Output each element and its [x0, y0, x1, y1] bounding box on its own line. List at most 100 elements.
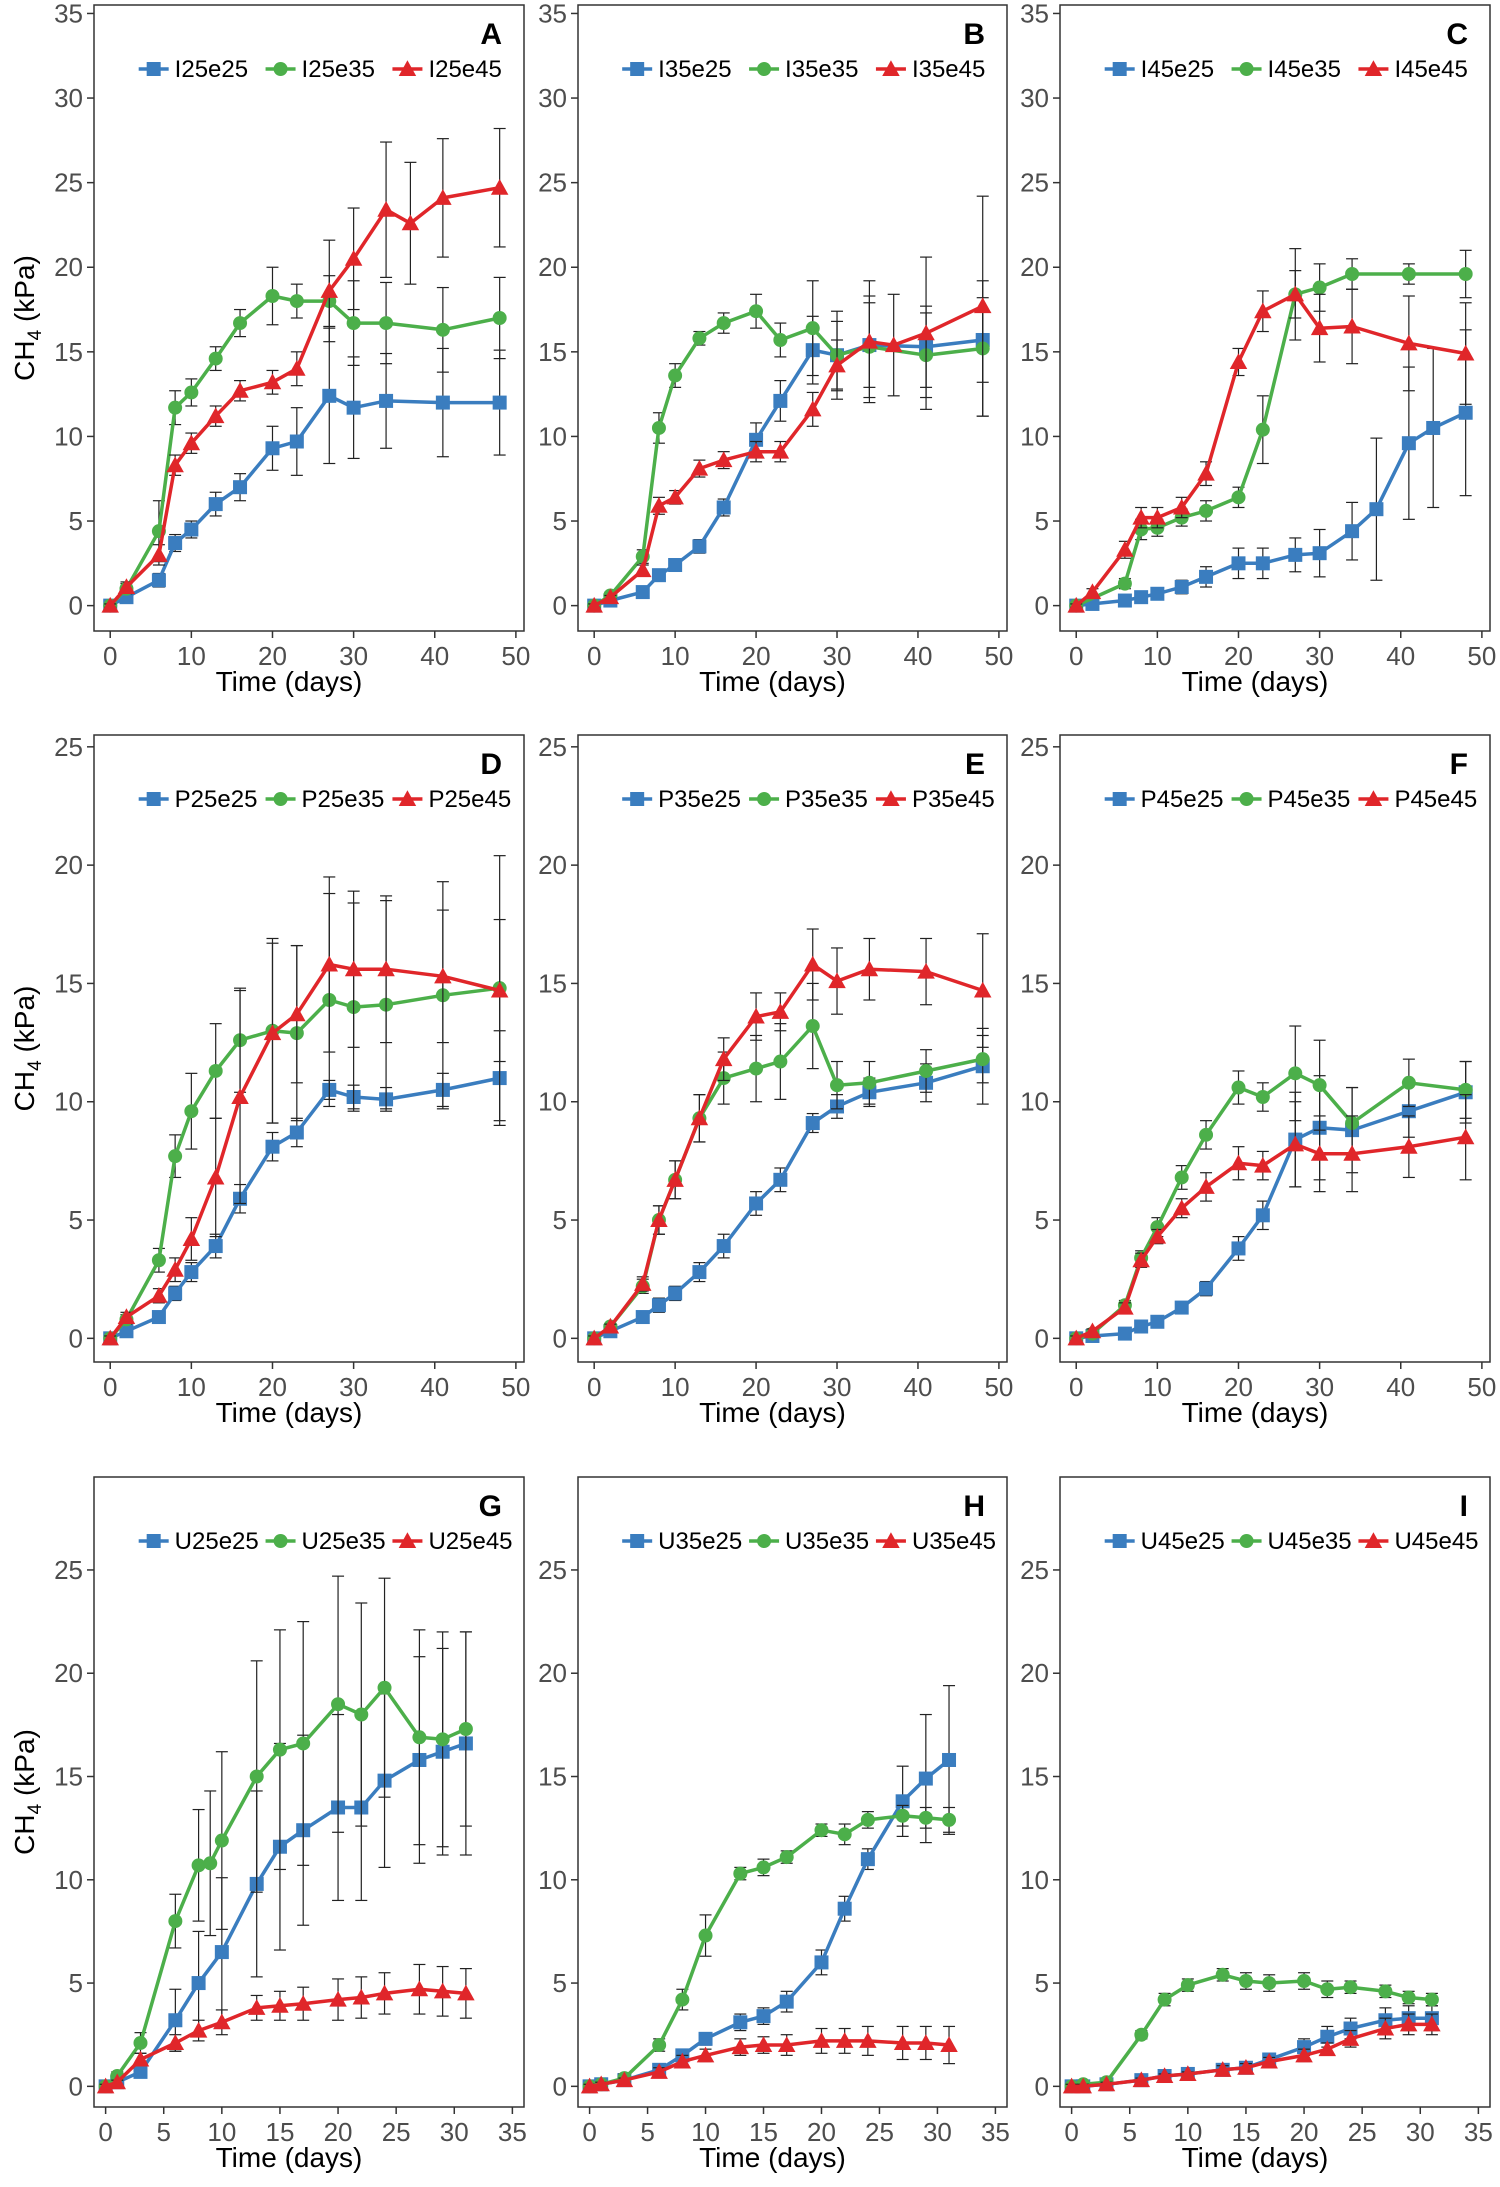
marker-triangle — [344, 250, 363, 266]
marker-circle — [805, 1019, 820, 1034]
marker-circle — [692, 331, 707, 346]
marker-circle — [675, 1992, 690, 2007]
marker-triangle — [882, 790, 900, 806]
y-tick-label: 5 — [1035, 506, 1049, 536]
legend-label: I35e45 — [912, 56, 985, 83]
marker-square — [749, 1196, 764, 1211]
marker-circle — [830, 1078, 845, 1093]
series-u45e45 — [1062, 2013, 1441, 2094]
panel-g: 0 5 10 15 20 25 0 5 10 15 20 25 30 35 Time (days) CH4 (… — [9, 1476, 527, 2173]
marker-triangle — [634, 1275, 652, 1291]
legend-item: U45e35 — [1231, 1528, 1352, 1555]
x-axis-label: Time (days) — [1182, 666, 1329, 697]
marker-circle — [1255, 1090, 1270, 1105]
legend-label: I25e45 — [428, 56, 501, 83]
marker-triangle — [1400, 334, 1418, 351]
marker-triangle — [1062, 2077, 1081, 2094]
marker-square — [184, 1265, 199, 1280]
marker-circle — [273, 62, 288, 76]
x-axis-label: Time (days) — [216, 2142, 363, 2173]
marker-circle — [652, 2038, 667, 2053]
y-tick-label: 0 — [69, 591, 83, 621]
marker-triangle — [650, 497, 668, 513]
x-tick-label: 15 — [265, 2117, 294, 2147]
marker-circle — [918, 1810, 933, 1825]
legend-label: I25e25 — [175, 56, 248, 83]
legend-label: P35e35 — [785, 786, 868, 813]
marker-circle — [435, 322, 450, 337]
marker-square — [651, 568, 666, 583]
marker-triangle — [398, 790, 417, 806]
series-i35e45 — [585, 195, 992, 613]
marker-square — [1112, 62, 1127, 76]
x-tick-label: 30 — [440, 2117, 469, 2147]
marker-square — [379, 393, 394, 408]
x-tick-label: 40 — [1386, 1372, 1415, 1402]
marker-triangle — [294, 1994, 312, 2011]
plot-frame — [93, 734, 525, 1363]
y-tick-label: 0 — [69, 1323, 83, 1353]
marker-square — [168, 2013, 183, 2028]
plot-frame — [1059, 4, 1491, 632]
marker-circle — [749, 304, 764, 319]
marker-square — [1401, 1104, 1416, 1119]
y-tick-label: 10 — [54, 1865, 83, 1895]
marker-triangle — [828, 356, 846, 373]
x-tick-label: 50 — [501, 641, 530, 671]
series-line — [1075, 1135, 1466, 1340]
marker-square — [630, 62, 645, 76]
legend-label: U45e35 — [1268, 1528, 1352, 1555]
panel-letter: D — [480, 748, 502, 781]
marker-triangle — [1229, 353, 1248, 369]
marker-triangle — [1148, 508, 1167, 525]
legend-item: U25e35 — [265, 1528, 386, 1555]
marker-square — [168, 536, 183, 551]
legend-label: P45e35 — [1268, 786, 1351, 813]
marker-circle — [1312, 1078, 1327, 1093]
series-u25e45 — [96, 1963, 475, 2094]
y-tick-label: 5 — [69, 1968, 83, 1998]
y-tick-label: 5 — [553, 1205, 567, 1235]
marker-triangle — [884, 336, 903, 353]
legend-label: I25e35 — [302, 56, 375, 83]
marker-triangle — [1132, 508, 1150, 525]
marker-circle — [191, 1858, 206, 1873]
x-tick-label: 30 — [823, 1372, 852, 1402]
y-tick-label: 15 — [538, 1762, 567, 1792]
marker-circle — [273, 792, 288, 806]
marker-triangle — [1197, 1178, 1215, 1194]
marker-circle — [296, 1736, 311, 1751]
legend: I25e25 I25e35 I25e45 — [138, 56, 502, 83]
marker-circle — [1401, 267, 1416, 282]
legend: I35e25 I35e35 I35e45 — [622, 56, 985, 83]
legend-label: P25e25 — [175, 786, 258, 813]
marker-circle — [1117, 576, 1132, 591]
marker-triangle — [1132, 2071, 1151, 2088]
marker-triangle — [771, 1003, 790, 1019]
marker-square — [692, 1265, 707, 1280]
y-axis-label-unit: (kPa) — [9, 986, 40, 1061]
marker-square — [942, 1752, 957, 1767]
marker-triangle — [1074, 2077, 1092, 2094]
y-tick-label: 15 — [54, 968, 83, 998]
marker-circle — [249, 1769, 264, 1784]
marker-triangle — [288, 1005, 306, 1022]
x-axis-label: Time (days) — [1182, 2142, 1329, 2173]
marker-triangle — [150, 546, 168, 562]
marker-triangle — [666, 488, 684, 505]
marker-square — [779, 1994, 794, 2009]
legend-item: U35e35 — [749, 1528, 869, 1555]
x-tick-label: 0 — [587, 1372, 601, 1402]
marker-triangle — [696, 2046, 715, 2063]
legend-item: I35e45 — [875, 56, 985, 83]
marker-square — [805, 1116, 820, 1131]
marker-circle — [975, 1052, 990, 1067]
y-tick-label: 5 — [553, 506, 567, 536]
marker-square — [1288, 547, 1303, 562]
x-tick-label: 30 — [339, 1372, 368, 1402]
y-tick-label: 35 — [538, 0, 567, 28]
marker-triangle — [828, 972, 846, 989]
x-tick-label: 30 — [823, 641, 852, 671]
marker-circle — [233, 316, 248, 331]
y-axis-label-subscript: 4 — [25, 1803, 46, 1814]
